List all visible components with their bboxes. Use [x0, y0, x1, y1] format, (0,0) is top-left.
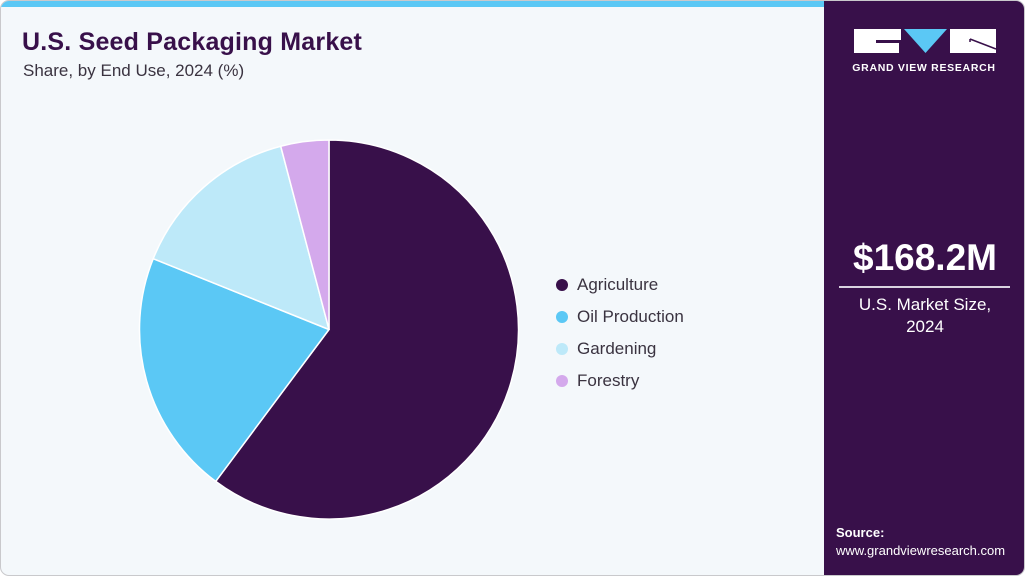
- pie-slice-forestry: [279, 139, 330, 331]
- legend-label: Agriculture: [577, 275, 659, 294]
- grand-view-research-logo-icon: [854, 29, 997, 53]
- accent-bar: [1, 1, 824, 7]
- legend-item-oil-production: Oil Production: [556, 301, 684, 333]
- legend-dot-icon: [556, 343, 568, 355]
- legend-dot-icon: [556, 375, 568, 387]
- legend-dot-icon: [556, 279, 568, 291]
- legend-item-forestry: Forestry: [556, 365, 684, 397]
- legend-item-agriculture: Agriculture: [556, 269, 684, 301]
- legend-label: Gardening: [577, 339, 657, 358]
- legend-label: Oil Production: [577, 307, 684, 326]
- legend-item-gardening: Gardening: [556, 333, 684, 365]
- source-link[interactable]: www.grandviewresearch.com: [836, 543, 1006, 558]
- pie-chart: [138, 139, 520, 520]
- legend-label: Forestry: [577, 371, 640, 390]
- logo-text: GRAND VIEW RESEARCH: [852, 62, 996, 74]
- divider: [839, 286, 1010, 288]
- pie-slice-gardening: [152, 145, 330, 331]
- market-size-value: $168.2M: [853, 237, 997, 278]
- chart-title: U.S. Seed Packaging Market: [22, 28, 363, 56]
- chart-subtitle: Share, by End Use, 2024 (%): [23, 61, 245, 80]
- pie-slice-agriculture: [214, 139, 520, 520]
- market-size-label: U.S. Market Size, 2024: [824, 294, 1024, 338]
- market-size-label-line1: U.S. Market Size,: [858, 295, 992, 314]
- sidebar-panel: GRAND VIEW RESEARCH $168.2M U.S. Market …: [824, 1, 1024, 575]
- chart-legend: Agriculture Oil Production Gardening For…: [556, 269, 684, 397]
- pie-slice-oil-production: [138, 257, 330, 483]
- source-label: Source:: [836, 525, 885, 540]
- legend-dot-icon: [556, 311, 568, 323]
- market-size-label-line2: 2024: [906, 317, 944, 336]
